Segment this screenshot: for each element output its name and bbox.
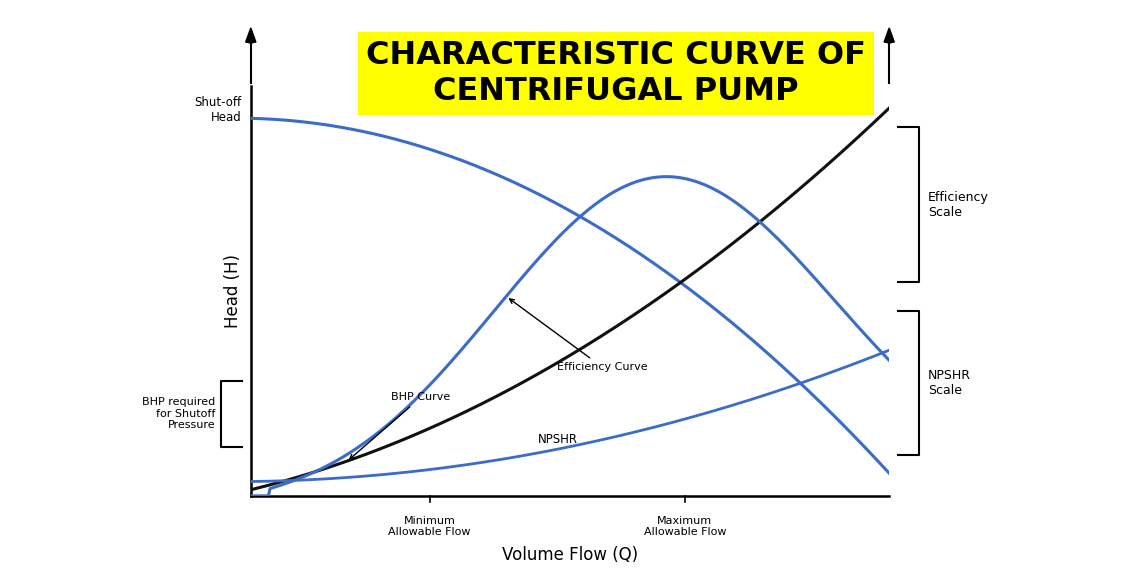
Text: BHP Curve: BHP Curve [350,392,450,459]
Text: Volume Flow (Q): Volume Flow (Q) [502,546,638,564]
Text: NPSHR: NPSHR [538,433,578,446]
Text: NPSHR
Scale: NPSHR Scale [928,369,971,397]
Text: BHP required
for Shutoff
Pressure: BHP required for Shutoff Pressure [142,397,215,430]
Text: Minimum
Allowable Flow: Minimum Allowable Flow [389,516,471,538]
Text: Shut-off
Head: Shut-off Head [195,96,242,124]
Y-axis label: Head (H): Head (H) [225,254,243,328]
Text: Maximum
Allowable Flow: Maximum Allowable Flow [644,516,726,538]
Text: Efficiency
Scale: Efficiency Scale [928,190,988,218]
Text: CHARACTERISTIC CURVE OF
CENTRIFUGAL PUMP: CHARACTERISTIC CURVE OF CENTRIFUGAL PUMP [366,40,865,107]
Text: Efficiency Curve: Efficiency Curve [510,299,648,372]
